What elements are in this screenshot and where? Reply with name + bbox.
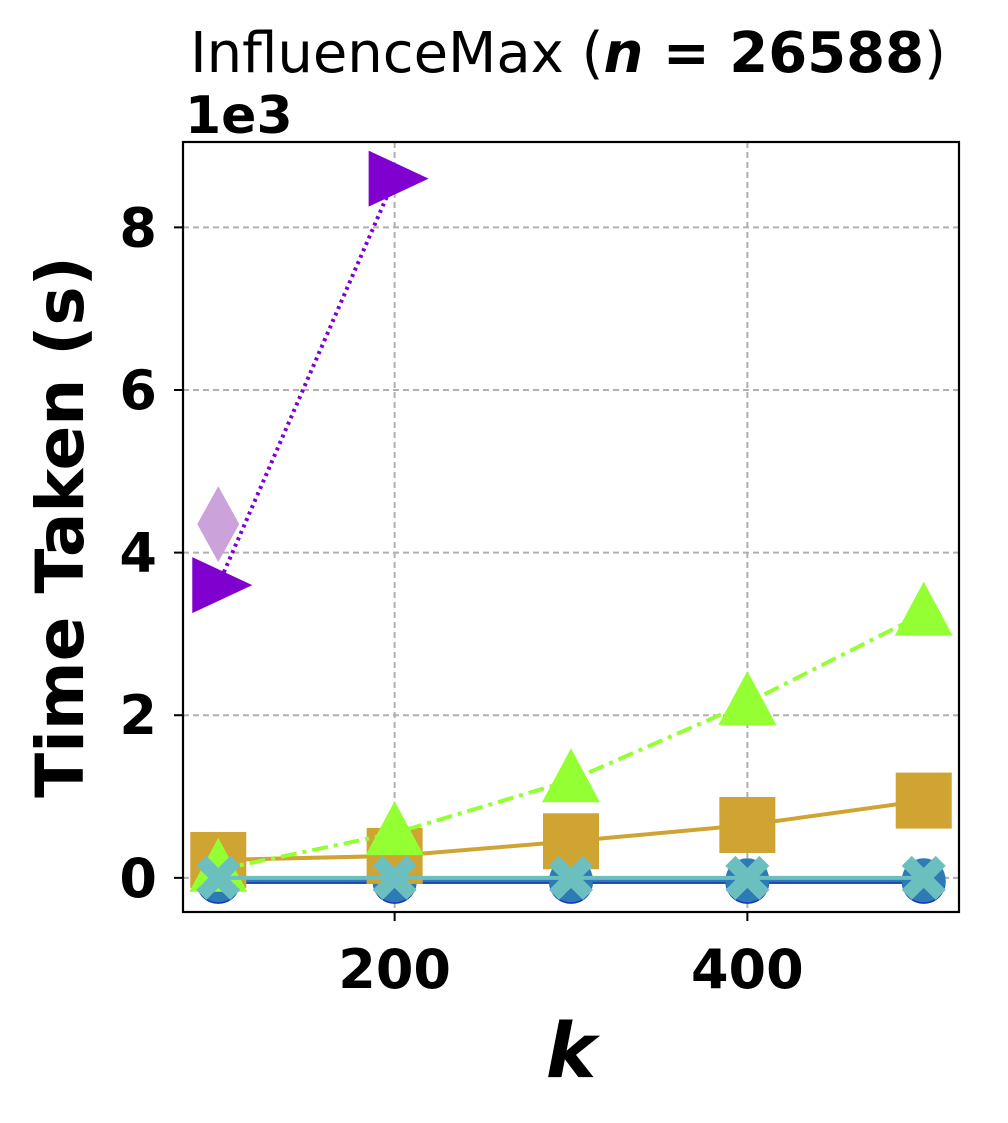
x-axis-label: k xyxy=(546,1006,601,1095)
y-tick-label: 4 xyxy=(119,522,157,585)
plot-frame xyxy=(181,140,961,914)
series-4-point xyxy=(368,150,429,207)
title-close-paren: ) xyxy=(924,21,946,86)
y-offset-label: 1e3 xyxy=(185,86,293,146)
series-5-point xyxy=(894,581,953,636)
series-5-point xyxy=(718,671,777,726)
series-layer xyxy=(189,150,953,904)
grid-layer xyxy=(183,142,959,912)
y-tick-label: 0 xyxy=(119,847,157,910)
series-5-point xyxy=(365,801,424,856)
series-6-point xyxy=(901,855,946,900)
y-tick-label: 6 xyxy=(119,359,157,422)
series-4-point xyxy=(192,557,253,614)
series-2-point xyxy=(719,796,776,853)
tick-layer: 200 400 0 2 4 6 8 xyxy=(119,196,803,1001)
series-6-point xyxy=(196,855,241,900)
series-6-point xyxy=(549,855,593,900)
y-tick-label: 8 xyxy=(119,196,157,259)
x-tick-label: 400 xyxy=(691,938,804,1001)
series-3-point xyxy=(197,486,240,563)
series-5-point xyxy=(542,748,600,803)
y-axis-label: Time Taken (s) xyxy=(22,256,99,798)
series-2-point xyxy=(895,772,952,829)
title-math-variable: n xyxy=(603,21,643,86)
series-4-line xyxy=(216,177,397,586)
title-math-equation: = 26588 xyxy=(643,21,924,86)
y-tick-label: 2 xyxy=(119,684,157,747)
series-6-point xyxy=(372,855,417,900)
series-2-point xyxy=(543,813,599,870)
x-tick-label: 200 xyxy=(338,938,451,1001)
series-6-point xyxy=(725,855,770,900)
chart-title: InfluenceMax (n = 26588) xyxy=(190,21,946,86)
